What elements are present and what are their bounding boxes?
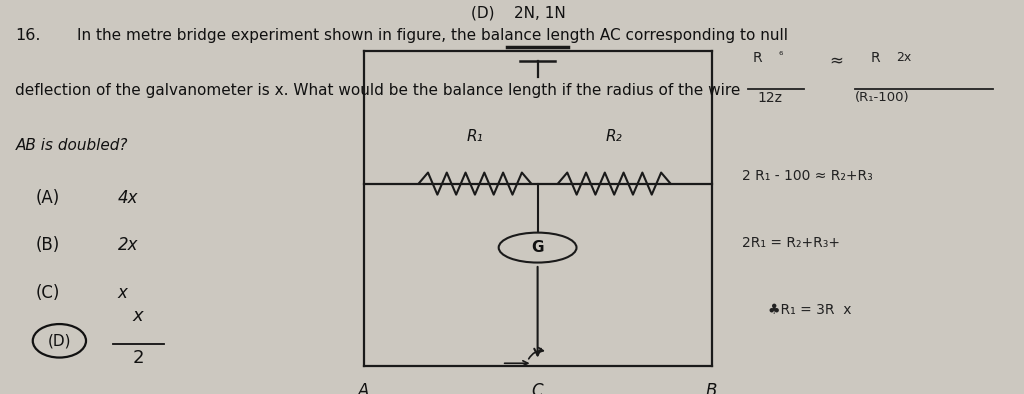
Text: In the metre bridge experiment shown in figure, the balance length AC correspond: In the metre bridge experiment shown in … <box>77 28 787 43</box>
Text: 4x: 4x <box>118 189 138 207</box>
Text: C: C <box>531 382 544 394</box>
Text: B: B <box>706 382 718 394</box>
Text: (D)    2N, 1N: (D) 2N, 1N <box>471 6 566 21</box>
Text: A: A <box>357 382 370 394</box>
Text: ⁶: ⁶ <box>778 51 782 61</box>
Text: 2x: 2x <box>118 236 138 255</box>
Text: ≈: ≈ <box>829 51 844 69</box>
Text: (D): (D) <box>48 333 71 348</box>
Text: 2R₁ = R₂+R₃+: 2R₁ = R₂+R₃+ <box>742 236 841 251</box>
Text: R₂: R₂ <box>606 129 623 144</box>
Text: 2 R₁ - 100 ≈ R₂+R₃: 2 R₁ - 100 ≈ R₂+R₃ <box>742 169 873 184</box>
Text: x: x <box>118 284 128 302</box>
Text: 16.: 16. <box>15 28 41 43</box>
Text: R₁: R₁ <box>467 129 483 144</box>
Text: ♣R₁ = 3R  x: ♣R₁ = 3R x <box>768 303 852 318</box>
Text: 12z: 12z <box>758 91 782 105</box>
Text: 2: 2 <box>132 349 144 367</box>
Text: (A): (A) <box>36 189 60 207</box>
Text: (B): (B) <box>36 236 60 255</box>
Text: AB is doubled?: AB is doubled? <box>15 138 128 153</box>
Text: R: R <box>753 51 762 65</box>
Text: deflection of the galvanometer is x. What would be the balance length if the rad: deflection of the galvanometer is x. Wha… <box>15 83 740 98</box>
Text: 2x: 2x <box>896 51 911 64</box>
Text: (R₁-100): (R₁-100) <box>855 91 909 104</box>
Text: R: R <box>870 51 880 65</box>
Text: (C): (C) <box>36 284 60 302</box>
Text: x: x <box>133 307 143 325</box>
Text: G: G <box>531 240 544 255</box>
